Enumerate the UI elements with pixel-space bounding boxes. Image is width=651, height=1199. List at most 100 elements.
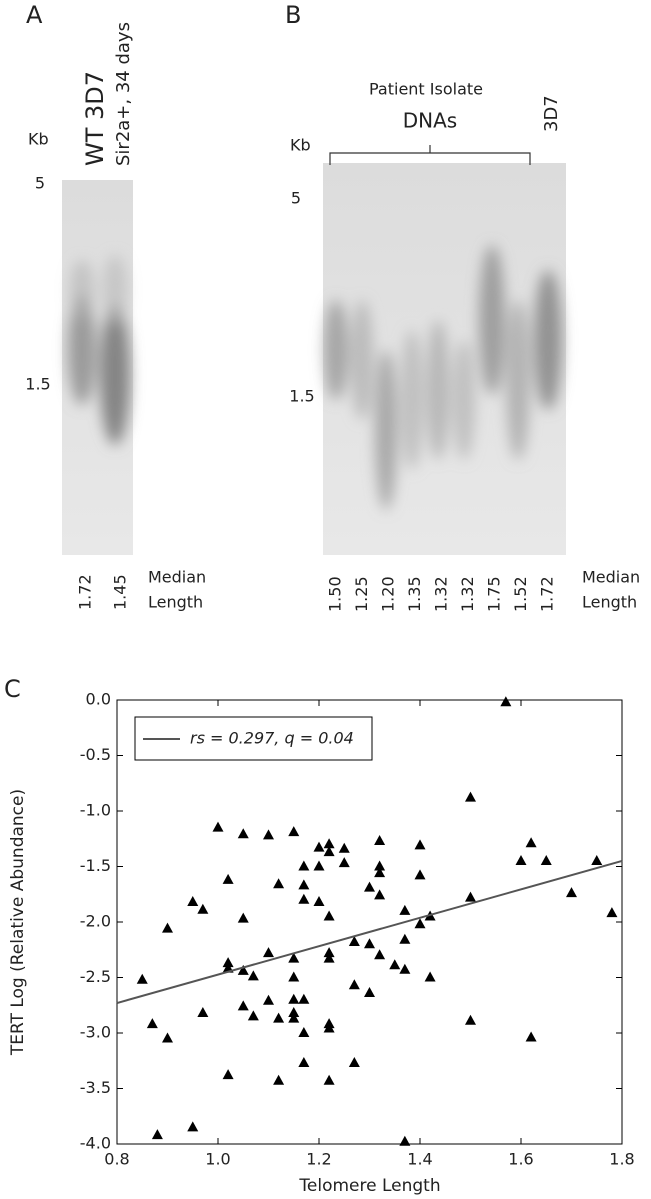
group-label: DNAs bbox=[403, 109, 457, 133]
point bbox=[424, 971, 436, 982]
point bbox=[288, 1012, 300, 1023]
median-label: 1.32 bbox=[458, 576, 477, 612]
point bbox=[222, 957, 234, 968]
point bbox=[187, 896, 199, 907]
x-tick-label: 1.2 bbox=[306, 1150, 331, 1169]
point bbox=[263, 829, 274, 840]
point bbox=[323, 838, 335, 849]
point bbox=[348, 935, 360, 946]
point bbox=[222, 873, 234, 884]
point bbox=[212, 821, 224, 832]
x-axis-title: Telomere Length bbox=[298, 1176, 440, 1196]
point bbox=[465, 891, 476, 902]
median-label: 1.20 bbox=[379, 576, 398, 612]
marker-label: 1.5 bbox=[289, 387, 314, 406]
point bbox=[399, 963, 411, 974]
point bbox=[237, 1000, 249, 1011]
point bbox=[348, 1056, 360, 1067]
y-axis-title: TERT Log (Relative Abundance) bbox=[8, 789, 28, 1056]
point bbox=[515, 854, 527, 865]
y-tick-label: -2.0 bbox=[80, 912, 111, 931]
median-caption: Length bbox=[148, 593, 203, 612]
point bbox=[298, 1056, 310, 1067]
point bbox=[399, 933, 411, 944]
median-caption: Median bbox=[148, 568, 206, 587]
point bbox=[540, 854, 552, 865]
y-tick-label: -4.0 bbox=[80, 1134, 111, 1153]
x-tick-label: 1.0 bbox=[205, 1150, 230, 1169]
y-tick-label: -3.0 bbox=[80, 1023, 111, 1042]
point bbox=[525, 837, 537, 848]
point bbox=[414, 839, 426, 850]
point bbox=[591, 854, 603, 865]
marker-label: 1.5 bbox=[25, 375, 50, 394]
point bbox=[237, 964, 249, 975]
gel-b bbox=[323, 163, 566, 555]
gel-a bbox=[62, 180, 133, 555]
point bbox=[288, 971, 300, 982]
point bbox=[399, 1135, 411, 1146]
point bbox=[399, 904, 411, 915]
point bbox=[323, 1074, 335, 1085]
point bbox=[465, 791, 476, 802]
point bbox=[222, 1069, 234, 1080]
median-caption: Length bbox=[582, 593, 637, 612]
lane-label: Sir2a+, 34 days bbox=[113, 22, 134, 166]
point bbox=[136, 973, 148, 984]
point bbox=[374, 889, 386, 900]
point bbox=[288, 952, 300, 963]
point bbox=[364, 938, 375, 949]
point bbox=[414, 918, 426, 929]
bracket bbox=[329, 145, 531, 165]
median-label: 1.52 bbox=[511, 576, 530, 612]
y-tick-label: -3.5 bbox=[80, 1078, 111, 1097]
point bbox=[247, 970, 259, 981]
point bbox=[263, 947, 274, 958]
point bbox=[298, 879, 310, 890]
point bbox=[273, 1012, 285, 1023]
marker-label: 5 bbox=[291, 189, 301, 208]
point bbox=[313, 841, 325, 852]
unit-label: Kb bbox=[290, 136, 311, 155]
point bbox=[197, 903, 209, 914]
unit-label: Kb bbox=[28, 130, 49, 149]
point bbox=[323, 846, 335, 857]
point bbox=[162, 1032, 173, 1043]
point bbox=[263, 994, 274, 1005]
point bbox=[298, 1027, 310, 1037]
panel-label: B bbox=[285, 1, 301, 29]
median-labels: 1.50 1.25 1.20 1.35 1.32 1.32 1.75 1.52 1.72 bbox=[326, 576, 557, 612]
point bbox=[151, 1129, 163, 1140]
point bbox=[374, 834, 386, 845]
point bbox=[313, 860, 325, 871]
median-label: 1.50 bbox=[326, 576, 345, 612]
point bbox=[288, 826, 300, 837]
median-label: 1.72 bbox=[76, 574, 95, 610]
y-tick-label: -1.5 bbox=[80, 856, 111, 875]
point bbox=[162, 922, 173, 933]
point bbox=[364, 987, 375, 998]
x-tick-label: 0.8 bbox=[104, 1150, 129, 1169]
x-tick-label: 1.6 bbox=[508, 1150, 533, 1169]
point bbox=[323, 952, 335, 963]
median-label: 1.35 bbox=[405, 576, 424, 612]
marker-label: 5 bbox=[35, 174, 45, 193]
group-label: Patient Isolate bbox=[369, 80, 483, 99]
panel-label: A bbox=[26, 1, 43, 29]
point bbox=[374, 949, 386, 960]
point bbox=[323, 910, 335, 921]
y-tick-label: -2.5 bbox=[80, 967, 111, 986]
point bbox=[313, 896, 325, 907]
median-label: 1.25 bbox=[352, 576, 371, 612]
point bbox=[187, 1121, 199, 1132]
point bbox=[197, 1007, 209, 1018]
point bbox=[237, 828, 249, 839]
median-label: 1.72 bbox=[538, 576, 557, 612]
point bbox=[298, 860, 310, 871]
median-label: 1.45 bbox=[111, 574, 130, 610]
point bbox=[414, 869, 426, 880]
y-tick-label: -1.0 bbox=[80, 801, 111, 820]
point bbox=[146, 1018, 158, 1029]
